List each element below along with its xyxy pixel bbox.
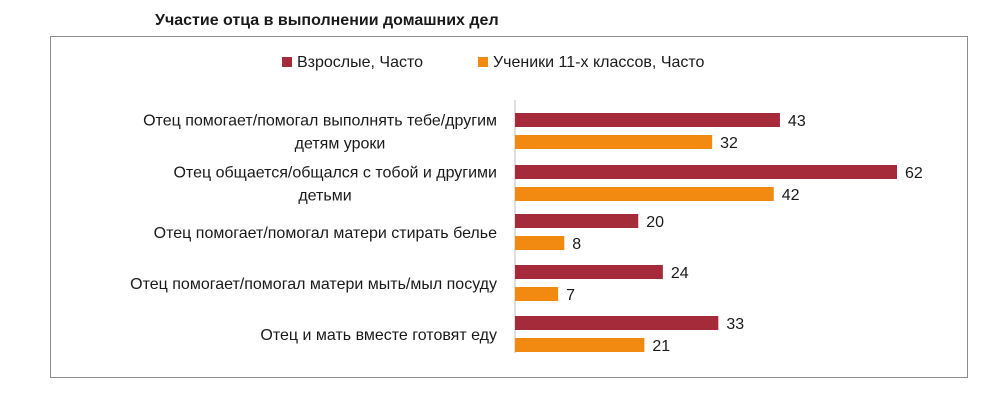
- legend-label-1: Взрослые, Часто: [297, 54, 423, 71]
- chart-frame: [50, 36, 968, 378]
- chart-title: Участие отца в выполнении домашних дел: [155, 12, 499, 29]
- bar-students-5: [515, 338, 645, 352]
- category-label-5: Отец и мать вместе готовят еду: [260, 327, 497, 344]
- data-label-students-1: 32: [720, 135, 738, 152]
- data-label-adults-1: 43: [788, 113, 806, 130]
- bar-students-4: [515, 287, 559, 301]
- bar-adults-2: [515, 165, 897, 179]
- legend-label-2: Ученики 11-х классов, Часто: [493, 54, 705, 71]
- bar-adults-5: [515, 316, 719, 330]
- category-label-line: Отец помогает/помогал выполнять тебе/дру…: [143, 113, 497, 130]
- data-label-adults-5: 33: [726, 316, 744, 333]
- data-label-students-5: 21: [652, 338, 670, 355]
- category-label-line: Отец помогает/помогал матери мыть/мыл по…: [130, 276, 497, 293]
- category-label-line: детям уроки: [295, 136, 386, 153]
- category-label-4: Отец помогает/помогал матери мыть/мыл по…: [130, 276, 497, 293]
- data-label-students-2: 42: [782, 187, 800, 204]
- data-label-adults-2: 62: [905, 165, 923, 182]
- data-label-adults-4: 24: [671, 265, 689, 282]
- bar-adults-3: [515, 214, 639, 228]
- bar-students-3: [515, 236, 565, 250]
- category-label-line: детьми: [298, 188, 351, 205]
- data-label-students-3: 8: [572, 236, 581, 253]
- legend-swatch-2: [478, 57, 488, 67]
- bar-adults-1: [515, 113, 780, 127]
- bar-students-1: [515, 135, 713, 149]
- data-label-adults-3: 20: [646, 214, 664, 231]
- category-label-1: Отец помогает/помогал выполнять тебе/дру…: [143, 113, 497, 153]
- category-label-line: Отец общается/общался с тобой и другими: [173, 165, 497, 182]
- data-label-students-4: 7: [566, 287, 575, 304]
- category-label-2: Отец общается/общался с тобой и другими д…: [173, 165, 497, 205]
- bar-students-2: [515, 187, 774, 201]
- legend-swatch-1: [282, 57, 292, 67]
- category-label-line: Отец и мать вместе готовят еду: [260, 327, 497, 344]
- bar-adults-4: [515, 265, 663, 279]
- category-label-3: Отец помогает/помогал матери стирать бел…: [154, 225, 497, 242]
- category-label-line: Отец помогает/помогал матери стирать бел…: [154, 225, 497, 242]
